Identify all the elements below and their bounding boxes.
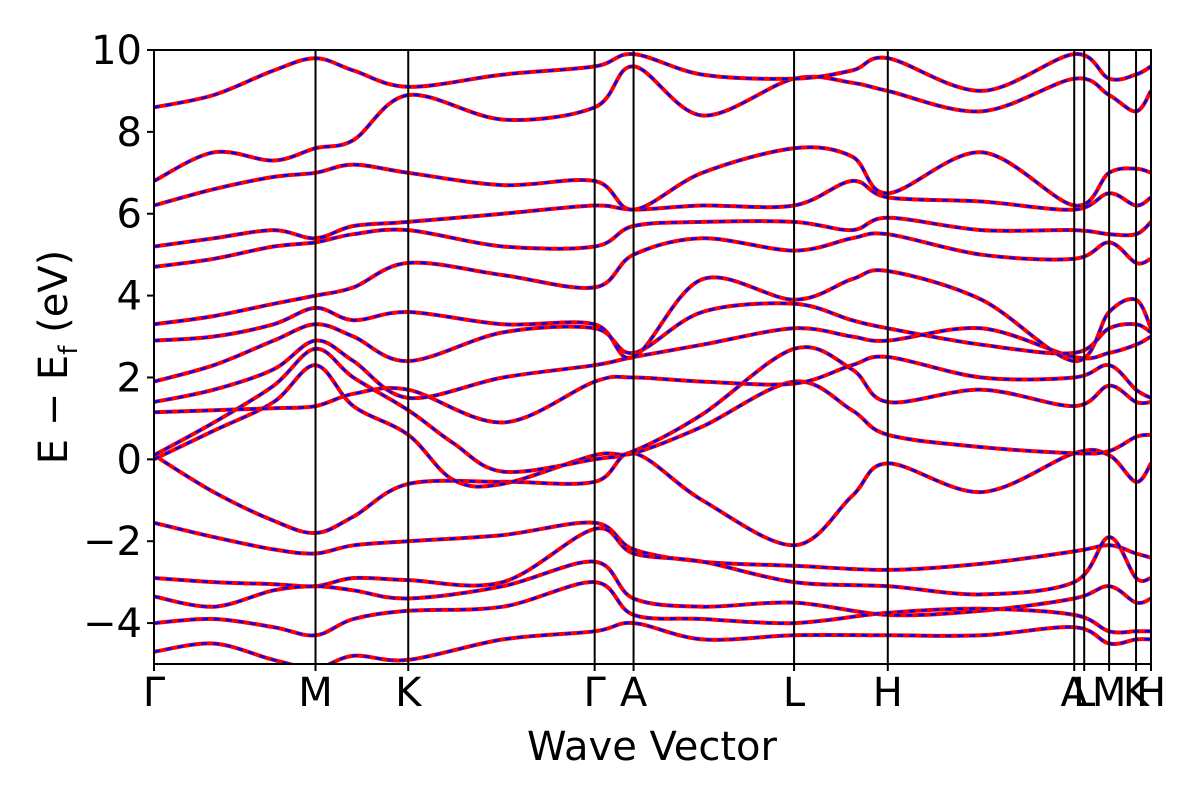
x-tick-label-9: M [1092,670,1127,716]
y-axis-title-main: E − E [31,355,77,465]
x-tick-label-5: L [783,670,806,716]
y-axis-title-unit: (eV) [31,250,77,346]
x-axis-title: Wave Vector [527,724,778,770]
x-tick-label-7: A [1061,670,1089,716]
band-line-dashed-5 [154,326,1151,404]
x-tick-label-0: Γ [143,670,166,716]
plot-frame [153,49,1152,665]
x-tick-label-1: M [298,670,333,716]
x-tick-label-2: K [395,670,423,716]
band-line-dashed-7 [154,268,1151,363]
band-line-17 [154,620,1151,664]
y-tick-label-2: 0 [117,437,142,483]
x-tick-label-3: Γ [584,670,607,716]
band-line-dashed-2 [154,363,1151,488]
y-axis: −4 −2 0 2 4 6 8 10 [83,28,154,647]
band-line-dashed-9 [154,216,1151,269]
y-axis-title-subscript: f [54,345,84,355]
y-tick-label-6: 8 [117,110,142,156]
x-tick-label-4: A [620,670,648,716]
y-tick-label-0: −4 [83,601,142,647]
x-tick-label-8: L [1073,670,1096,716]
x-tick-label-11: H [1136,670,1166,716]
y-axis-title: E − Ef (eV) [31,250,84,465]
y-tick-label-3: 2 [117,355,142,401]
y-tick-label-4: 4 [117,274,142,320]
band-line-dashed-16 [154,580,1151,637]
x-tick-label-6: H [873,670,903,716]
y-tick-label-1: −2 [83,519,142,565]
x-tick-label-10: K [1123,670,1151,716]
y-tick-label-7: 10 [91,28,142,74]
band-line-dashed-0 [154,521,1151,572]
y-tick-label-5: 6 [117,192,142,238]
high-symmetry-lines [314,50,1138,664]
